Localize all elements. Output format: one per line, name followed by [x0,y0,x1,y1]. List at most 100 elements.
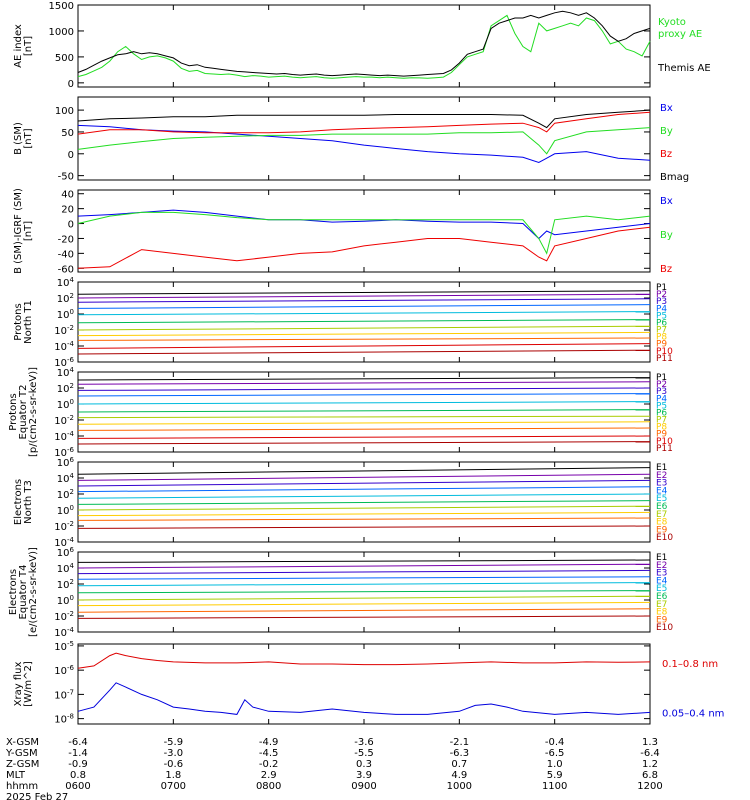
panel-6-series-e10 [77,525,651,529]
panel-5-legend-p5: P5 [656,401,667,411]
panel-4-legend-p4: P4 [656,304,667,314]
panel-6-legend-e6: E6 [656,502,668,512]
panel-6-legend-e1: E1 [656,463,667,473]
panel-6-legend-e8: E8 [656,518,668,528]
panel-6-ylabel-line-0: Electrons [13,479,24,525]
xaxis-row-label-y-gsm: Y-GSM [5,748,38,759]
panel-6-series-e3 [77,479,651,487]
panel-2-ylabel-line-0: B (SM) [13,122,24,155]
panel-5-ytick-label-5: 104 [57,366,75,379]
panel-7-legend-e5: E5 [656,584,667,594]
panel-6-legend-e10: E10 [656,533,673,543]
panel-7-legend-e1: E1 [656,553,667,563]
xaxis-row-z-gsm-value-5: 1.0 [547,759,563,770]
xaxis-row-mlt-value-1: 1.8 [165,770,181,781]
panel-4-ylabel-line-0: Protons [13,303,24,340]
panel-5-legend-p11: P11 [656,444,673,454]
xaxis-row-x-gsm-value-4: -2.1 [450,737,470,748]
panel-6-legend-e7: E7 [656,510,667,520]
xaxis-row-hhmm-value-6: 1200 [637,781,662,792]
xaxis-row-label-x-gsm: X-GSM [6,737,39,748]
xaxis-row-mlt-value-2: 2.9 [261,770,277,781]
panel-2-ytick-label-2: 50 [61,128,74,139]
panel-4-series-p2 [77,293,651,299]
xaxis-row-y-gsm-value-5: -6.5 [545,748,565,759]
panel-7-series-e3 [77,569,651,575]
panel-1-ylabel-line-0: AE index [13,24,24,68]
panel-5-legend-p6: P6 [656,408,667,418]
panel-3-ytick-label-4: 20 [61,205,74,216]
panel-4-legend-p5: P5 [656,311,667,321]
xaxis-row-z-gsm-value-0: -0.9 [68,759,88,770]
panel-5-ylabel-line-1: Equator T2 [18,385,29,440]
panel-7-series-e1 [77,559,651,563]
panel-1-legend-kyoto: Kyoto [658,17,686,28]
xaxis-row-y-gsm-value-1: -3.0 [164,748,184,759]
xaxis-row-hhmm-value-3: 0900 [351,781,376,792]
panel-4-series-p11 [77,349,651,355]
xaxis-row-mlt-value-6: 6.8 [642,770,658,781]
xaxis-row-hhmm-value-5: 1100 [542,781,567,792]
panel-6-ytick-label-2: 100 [57,504,74,517]
panel-7-ytick-label-2: 100 [57,594,74,607]
panel-2-ytick-label-1: 0 [68,150,74,161]
panel-3-ylabel-line-0: B (SM)-IGRF (SM) [13,188,24,274]
panel-4-series-p1 [77,290,651,295]
panel-5-ytick-label-0: 10-6 [54,446,74,459]
panel-4-series-p6 [77,319,651,324]
xaxis-row-hhmm-value-4: 1000 [447,781,472,792]
panel-7-series-e4 [77,576,651,580]
panel-6-legend-e3: E3 [656,479,667,489]
panel-7-ytick-label-5: 106 [57,546,75,559]
panel-4-legend-p6: P6 [656,318,667,328]
panel-5-legend-p3: P3 [656,387,667,397]
panel-7-ytick-label-3: 102 [57,578,74,591]
panel-5-series-p6 [77,409,651,413]
xaxis-row-x-gsm-value-6: 1.3 [642,737,658,748]
panel-4-series-p5 [77,311,651,316]
panel-7-ytick-label-0: 10-4 [54,626,74,639]
panel-4-series-p10 [77,343,651,349]
xaxis-row-mlt-value-3: 3.9 [356,770,372,781]
panel-7-ylabel-line-0: Electrons [8,569,19,615]
panel-6-legend-e9: E9 [656,525,668,535]
panel-8-ytick-label-0: 10-8 [54,713,74,726]
xaxis-row-y-gsm-value-3: -5.5 [354,748,374,759]
panel-5-series-p11 [77,441,651,445]
xaxis-row-y-gsm-value-2: -4.5 [259,748,279,759]
xaxis-row-x-gsm-value-3: -3.6 [354,737,374,748]
panel-8-ytick-label-1: 10-7 [54,688,74,701]
xaxis-row-x-gsm-value-0: -6.4 [68,737,88,748]
panel-5-legend-p7: P7 [656,416,667,426]
xaxis-row-y-gsm-value-4: -6.3 [450,748,470,759]
panel-6-series-e9 [77,517,651,521]
panel-2-ytick-label-0: -50 [58,172,74,183]
panel-4-ytick-label-4: 102 [57,292,74,305]
panel-2-series-bx [77,124,651,164]
panel-5-series-p5 [77,401,651,405]
panel-5-series-p4 [77,393,651,397]
panel-1-ytick-label-0: 0 [68,79,74,90]
panel-4-ytick-label-2: 10-2 [54,324,74,337]
panel-5-series-p8 [77,421,651,425]
panel-5-series-p3 [77,387,651,391]
panel-6-ytick-label-5: 106 [57,456,75,469]
panel-1-legend-themis-ae: Themis AE [657,63,711,74]
xaxis-row-y-gsm-value-6: -6.4 [640,748,660,759]
panel-7-legend-e10: E10 [656,623,673,633]
panel-3-legend-bz: Bz [660,264,672,275]
panel-5-series-p7 [77,415,651,419]
panel-6-series-e7 [77,505,651,511]
panel-3-ytick-label-3: 0 [68,220,74,231]
panel-6-series-e1 [77,467,651,475]
panel-5-ytick-label-3: 100 [57,398,74,411]
panel-7-series-e5 [77,582,651,587]
panel-8-ytick-label-2: 10-6 [54,664,74,677]
xaxis-row-z-gsm-value-6: 1.2 [642,759,658,770]
panel-3-series-by [77,211,651,255]
xaxis-row-x-gsm-value-5: -0.4 [545,737,565,748]
panel-6-legend-e2: E2 [656,471,667,481]
panel-6-ytick-label-1: 10-2 [54,520,74,533]
panel-5-ylabel-line-2: [p/(cm2-s-sr-keV)] [28,367,39,457]
